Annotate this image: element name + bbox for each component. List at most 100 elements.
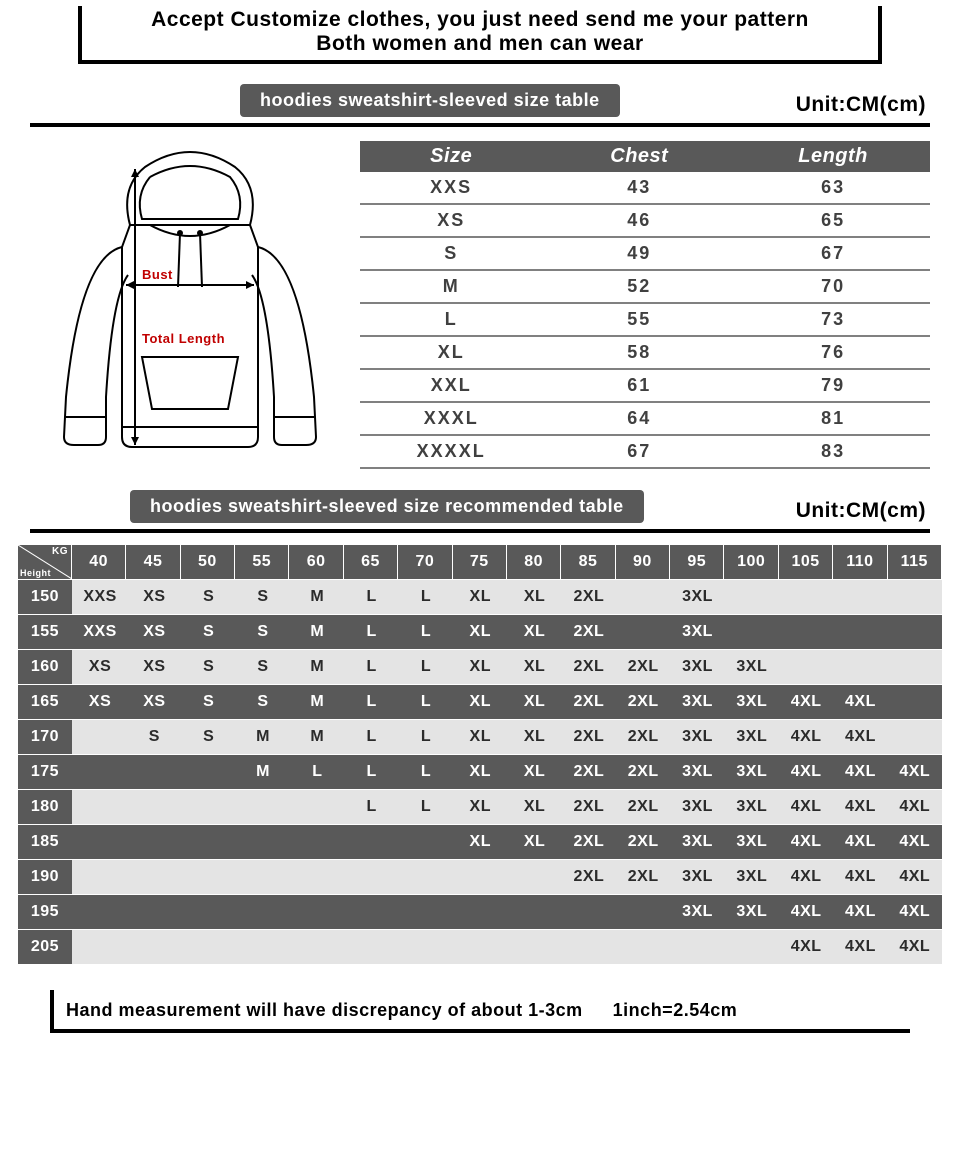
- grid-row: 175MLLLXLXL2XL2XL3XL3XL4XL4XL4XL: [18, 755, 942, 789]
- grid-cell: L: [344, 790, 398, 824]
- grid-cell: [344, 895, 398, 929]
- grid-cell: [127, 895, 181, 929]
- grid-cell: XL: [453, 615, 507, 649]
- size-row: XXXXL6783: [360, 436, 930, 469]
- grid-cell: 3XL: [670, 650, 724, 684]
- footer-note: Hand measurement will have discrepancy o…: [50, 990, 910, 1033]
- grid-cell: [562, 895, 616, 929]
- grid-cell: XL: [453, 790, 507, 824]
- grid-cell: [73, 895, 127, 929]
- grid-cell: [73, 755, 127, 789]
- kg-header: 60: [289, 545, 342, 579]
- grid-cell: 2XL: [562, 615, 616, 649]
- grid-cell: [182, 930, 236, 964]
- measurement-note: Hand measurement will have discrepancy o…: [66, 1000, 583, 1021]
- grid-cell: XS: [73, 650, 127, 684]
- grid-cell: [236, 825, 290, 859]
- grid-cell: S: [182, 685, 236, 719]
- grid-cell: 4XL: [833, 790, 887, 824]
- grid-cell: 2XL: [616, 755, 670, 789]
- grid-row: 170SSMMLLXLXL2XL2XL3XL3XL4XL4XL: [18, 720, 942, 754]
- grid-cell: 4XL: [833, 685, 887, 719]
- grid-cell: S: [182, 650, 236, 684]
- grid-cell: 3XL: [725, 895, 779, 929]
- grid-cell: [127, 860, 181, 894]
- grid-cell: [182, 790, 236, 824]
- size-row: XXS4363: [360, 172, 930, 205]
- size-row: M5270: [360, 271, 930, 304]
- height-header: 195: [18, 895, 72, 929]
- grid-cell: [888, 615, 942, 649]
- grid-cell: XL: [453, 720, 507, 754]
- height-header: 175: [18, 755, 72, 789]
- grid-cell: [127, 755, 181, 789]
- grid-cell: [73, 790, 127, 824]
- grid-cell: [507, 930, 561, 964]
- grid-cell: 3XL: [725, 755, 779, 789]
- grid-cell: S: [182, 580, 236, 614]
- grid-cell: L: [399, 685, 453, 719]
- grid-cell: 3XL: [725, 790, 779, 824]
- grid-cell: L: [344, 580, 398, 614]
- grid-cell: 4XL: [779, 685, 833, 719]
- grid-cell: 4XL: [779, 755, 833, 789]
- grid-row: 165XSXSSSMLLXLXL2XL2XL3XL3XL4XL4XL: [18, 685, 942, 719]
- grid-cell: 4XL: [833, 930, 887, 964]
- grid-cell: [779, 580, 833, 614]
- grid-cell: 3XL: [670, 825, 724, 859]
- height-header: 180: [18, 790, 72, 824]
- grid-cell: XS: [127, 615, 181, 649]
- grid-cell: S: [182, 615, 236, 649]
- grid-cell: 2XL: [616, 790, 670, 824]
- grid-cell: 2XL: [562, 650, 616, 684]
- grid-cell: 4XL: [888, 790, 942, 824]
- grid-cell: 3XL: [670, 790, 724, 824]
- grid-cell: L: [399, 790, 453, 824]
- grid-cell: [290, 895, 344, 929]
- grid-row: 155XXSXSSSMLLXLXL2XL3XL: [18, 615, 942, 649]
- diagram-bust-label: Bust: [142, 267, 173, 282]
- grid-cell: 3XL: [670, 580, 724, 614]
- grid-cell: [888, 580, 942, 614]
- grid-cell: [344, 825, 398, 859]
- height-header: 165: [18, 685, 72, 719]
- grid-cell: XL: [507, 685, 561, 719]
- grid-cell: 4XL: [779, 930, 833, 964]
- grid-cell: [344, 930, 398, 964]
- grid-row: 160XSXSSSMLLXLXL2XL2XL3XL3XL: [18, 650, 942, 684]
- grid-cell: 3XL: [725, 825, 779, 859]
- grid-cell: XL: [453, 580, 507, 614]
- grid-cell: [507, 895, 561, 929]
- grid-cell: 4XL: [833, 860, 887, 894]
- height-header: 150: [18, 580, 72, 614]
- grid-cell: [779, 615, 833, 649]
- grid-cell: [453, 930, 507, 964]
- size-row: XXL6179: [360, 370, 930, 403]
- grid-cell: S: [236, 685, 290, 719]
- grid-cell: XS: [127, 650, 181, 684]
- grid-cell: L: [344, 755, 398, 789]
- size-col-length: Length: [736, 145, 930, 168]
- grid-corner: KGHeight: [18, 545, 71, 579]
- kg-header: 85: [561, 545, 614, 579]
- grid-cell: 3XL: [725, 685, 779, 719]
- grid-cell: M: [290, 685, 344, 719]
- kg-header: 70: [398, 545, 451, 579]
- grid-cell: XXS: [73, 615, 127, 649]
- grid-cell: [888, 720, 942, 754]
- grid-cell: [507, 860, 561, 894]
- grid-cell: [182, 860, 236, 894]
- grid-cell: [236, 790, 290, 824]
- grid-cell: 2XL: [562, 685, 616, 719]
- grid-cell: 4XL: [888, 755, 942, 789]
- grid-cell: [236, 895, 290, 929]
- grid-cell: M: [290, 615, 344, 649]
- grid-cell: 4XL: [888, 930, 942, 964]
- grid-cell: S: [182, 720, 236, 754]
- size-table-header: Size Chest Length: [360, 141, 930, 172]
- grid-cell: M: [290, 720, 344, 754]
- grid-cell: M: [236, 755, 290, 789]
- grid-cell: [833, 580, 887, 614]
- grid-cell: [616, 930, 670, 964]
- diagram-length-label: Total Length: [142, 331, 225, 346]
